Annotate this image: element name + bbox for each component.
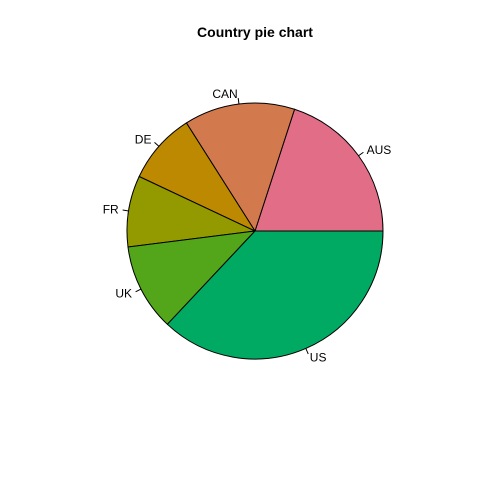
chart-title: Country pie chart [197,24,313,40]
label-tick-fr [122,209,129,212]
slice-label-us: US [310,351,327,365]
label-tick-can [237,97,240,105]
label-tick-aus [358,151,364,157]
label-tick-us [305,348,309,355]
label-tick-de [154,142,160,147]
slice-label-can: CAN [212,87,237,101]
slice-label-de: DE [135,133,152,147]
slice-label-uk: UK [115,287,132,301]
pie-labels: AUS CAN DE FR UK US [103,87,392,365]
pie-slices [126,102,384,360]
slice-label-fr: FR [103,202,119,216]
slice-label-aus: AUS [367,143,392,157]
label-tick-uk [135,288,142,293]
pie-slice-uk [127,230,257,326]
